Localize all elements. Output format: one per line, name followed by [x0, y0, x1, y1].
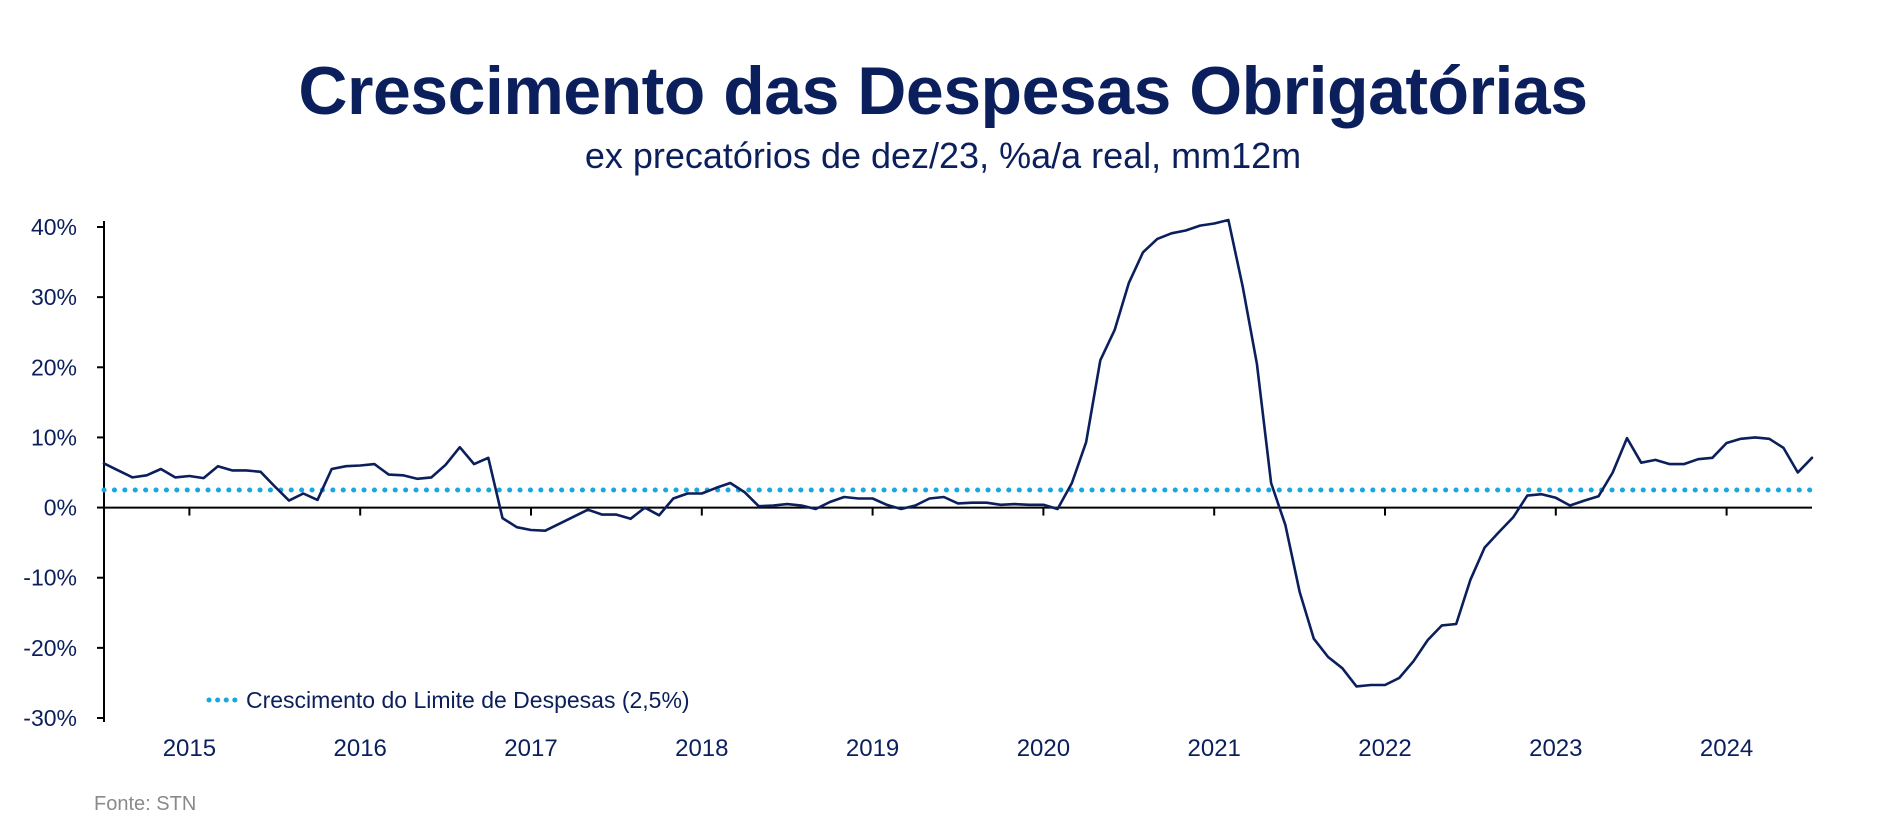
- y-tick-label: 20%: [31, 354, 77, 380]
- y-tick-label: 0%: [44, 495, 77, 521]
- x-tick-label: 2024: [1700, 735, 1753, 762]
- x-tick-label: 2018: [675, 735, 728, 762]
- x-tick-label: 2022: [1358, 735, 1411, 762]
- chart-title: Crescimento das Despesas Obrigatórias: [298, 53, 1588, 129]
- x-tick-label: 2020: [1017, 735, 1070, 762]
- growth-series-line: [102, 218, 1814, 688]
- y-tick-label: -20%: [23, 635, 77, 661]
- y-tick-label: 40%: [31, 214, 77, 240]
- y-tick-label: -10%: [23, 565, 77, 591]
- x-tick-label: 2016: [334, 735, 387, 762]
- x-tick-label: 2023: [1529, 735, 1582, 762]
- y-tick-label: 10%: [31, 424, 77, 450]
- y-tick-label: 30%: [31, 284, 77, 310]
- x-tick-label: 2019: [846, 735, 899, 762]
- x-tick-label: 2017: [504, 735, 557, 762]
- x-tick-label: 2021: [1188, 735, 1241, 762]
- x-tick-label: 2015: [163, 735, 216, 762]
- legend-label: Crescimento do Limite de Despesas (2,5%): [246, 687, 690, 713]
- y-tick-label: -30%: [23, 705, 77, 731]
- source-note: Fonte: STN: [94, 793, 197, 815]
- chart-subtitle: ex precatórios de dez/23, %a/a real, mm1…: [584, 135, 1302, 176]
